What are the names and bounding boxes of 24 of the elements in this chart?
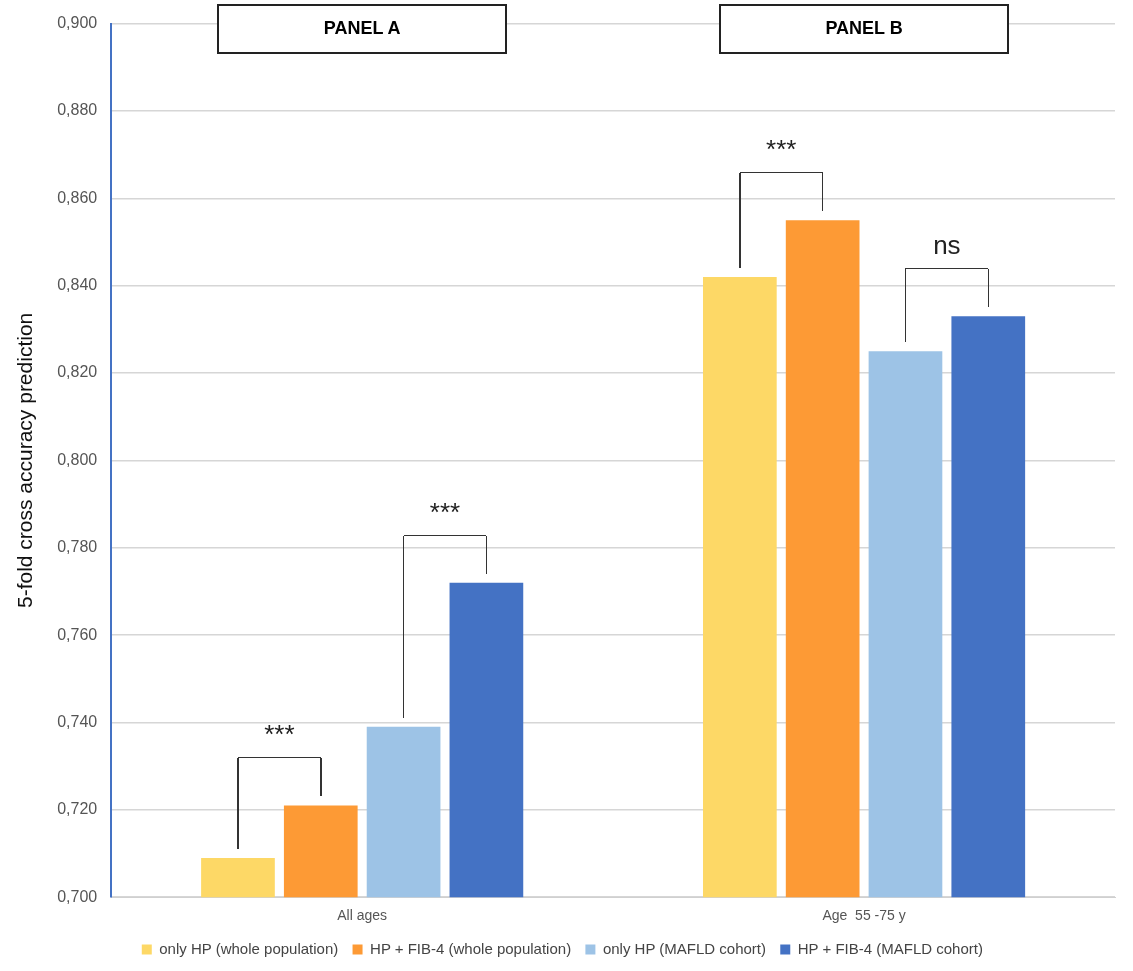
annotation: *** bbox=[429, 496, 461, 528]
y-axis-title: 5-fold cross accuracy prediction bbox=[13, 312, 37, 609]
y-tick-label: 0,840 bbox=[57, 276, 98, 294]
x-tick-label: Age 55 -75 y bbox=[822, 907, 906, 924]
y-tick-label: 0,780 bbox=[57, 538, 98, 556]
y-tick-label: 0,860 bbox=[57, 188, 98, 206]
x-tick-label: All ages bbox=[337, 907, 388, 924]
label-box: PANEL A bbox=[217, 3, 508, 54]
annotation: *** bbox=[264, 719, 295, 751]
label-box: PANEL B bbox=[719, 3, 1010, 54]
y-tick-label: 0,700 bbox=[57, 887, 98, 905]
y-tick-label: 0,720 bbox=[57, 800, 98, 818]
y-tick-label: 0,760 bbox=[57, 625, 98, 643]
annotation: *** bbox=[766, 134, 797, 166]
legend-label: only HP (whole population) bbox=[159, 939, 339, 957]
y-tick-label: 0,800 bbox=[57, 450, 98, 468]
y-tick-label: 0,820 bbox=[57, 363, 98, 381]
legend-label: only HP (MAFLD cohort) bbox=[602, 939, 766, 957]
legend-label: HP + FIB-4 (whole population) bbox=[370, 939, 572, 957]
y-tick-label: 0,880 bbox=[57, 101, 98, 119]
y-tick-label: 0,900 bbox=[57, 14, 98, 32]
legend-label: HP + FIB-4 (MAFLD cohort) bbox=[797, 939, 983, 957]
y-tick-label: 0,740 bbox=[57, 712, 98, 730]
annotation: ns bbox=[933, 230, 961, 262]
